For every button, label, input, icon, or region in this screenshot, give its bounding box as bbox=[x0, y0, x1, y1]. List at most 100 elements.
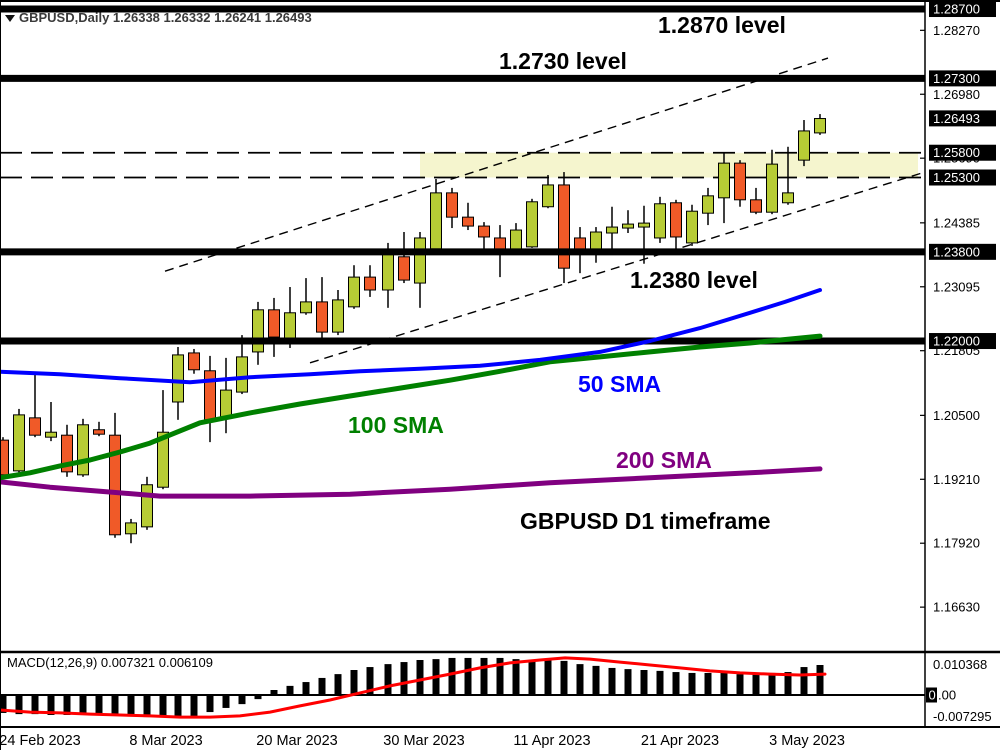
candle-bull bbox=[45, 431, 57, 438]
macd-histogram-bar bbox=[63, 695, 71, 715]
trendline[interactable] bbox=[309, 171, 926, 364]
candle-bull bbox=[414, 237, 426, 284]
macd-histogram-bar bbox=[576, 664, 584, 695]
macd-signal-line[interactable] bbox=[0, 656, 827, 719]
candle-bull bbox=[332, 299, 344, 333]
price-badge-label: 1.25800 bbox=[933, 145, 980, 160]
level-label-12870[interactable]: 1.2870 level bbox=[658, 12, 786, 38]
price-badge-label: 1.28700 bbox=[933, 2, 980, 17]
sma100-label[interactable]: 100 SMA bbox=[348, 412, 444, 438]
candle-bull bbox=[77, 424, 89, 476]
candle-bull bbox=[382, 251, 394, 291]
macd-histogram-bar bbox=[752, 672, 760, 695]
macd-histogram-bar bbox=[127, 695, 135, 716]
macd-zero-badge bbox=[926, 687, 937, 703]
triangle-down-icon bbox=[5, 14, 15, 22]
macd-histogram-bar bbox=[31, 695, 39, 715]
supply-zone-band[interactable] bbox=[420, 152, 918, 178]
candle-bull bbox=[718, 162, 730, 199]
macd-histogram-bar bbox=[302, 682, 310, 695]
macd-histogram-bar bbox=[464, 657, 472, 695]
macd-indicator-label: MACD(12,26,9) 0.007321 0.006109 bbox=[7, 655, 213, 670]
candle-bull bbox=[654, 203, 666, 239]
sma-line-50sma[interactable] bbox=[0, 288, 822, 385]
candle-bear bbox=[446, 192, 458, 218]
price-badge bbox=[929, 144, 996, 161]
candle-bear bbox=[364, 276, 376, 291]
price-badge-label: 1.25300 bbox=[933, 170, 980, 185]
candle-bull bbox=[766, 163, 778, 213]
level-label-12380[interactable]: 1.2380 level bbox=[630, 267, 758, 293]
macd-histogram-bar bbox=[416, 660, 424, 695]
price-badge-label: 1.26493 bbox=[933, 111, 980, 126]
macd-histogram-bar bbox=[95, 695, 103, 715]
candle-bull bbox=[526, 201, 538, 248]
candle-bear bbox=[316, 301, 328, 333]
candle-bull bbox=[220, 389, 232, 419]
macd-histogram-bar bbox=[528, 660, 536, 695]
price-tick-label: 1.16630 bbox=[933, 600, 980, 615]
macd-histogram-bar bbox=[672, 672, 680, 695]
sma-line-200sma[interactable] bbox=[0, 466, 823, 499]
price-badge bbox=[929, 169, 996, 186]
macd-histogram-bar bbox=[400, 662, 408, 695]
date-label: 3 May 2023 bbox=[769, 733, 845, 749]
candle-bull bbox=[141, 484, 153, 528]
macd-histogram-bar bbox=[688, 672, 696, 695]
candle-bull bbox=[606, 226, 618, 234]
price-badge bbox=[929, 110, 996, 127]
candle-bull bbox=[702, 195, 714, 214]
candle-bear bbox=[0, 439, 9, 476]
price-tick-label: 1.23095 bbox=[933, 279, 980, 294]
macd-histogram-bar bbox=[143, 695, 151, 718]
macd-histogram-bar bbox=[768, 672, 776, 695]
price-badge bbox=[929, 243, 996, 260]
price-tick-label: 1.24385 bbox=[933, 215, 980, 230]
date-label: 21 Apr 2023 bbox=[641, 733, 719, 749]
price-tick-label: 1.19210 bbox=[933, 472, 980, 487]
macd-histogram-bar bbox=[496, 657, 504, 695]
candle-bull bbox=[638, 222, 650, 228]
macd-histogram-bar bbox=[448, 657, 456, 695]
candle-bull bbox=[430, 192, 442, 250]
candle-bear bbox=[268, 309, 280, 338]
candle-bear bbox=[462, 216, 474, 227]
candle-bull bbox=[686, 210, 698, 244]
date-label: 8 Mar 2023 bbox=[129, 733, 202, 749]
macd-histogram-bar bbox=[592, 665, 600, 695]
price-badge-label: 1.22000 bbox=[933, 334, 980, 349]
sma50-label[interactable]: 50 SMA bbox=[578, 371, 662, 397]
macd-upper-label: 0.010368 bbox=[933, 657, 987, 672]
macd-histogram-bar bbox=[640, 670, 648, 695]
candle-bull bbox=[798, 130, 810, 161]
trendline[interactable] bbox=[164, 57, 829, 272]
macd-histogram-bar bbox=[736, 674, 744, 695]
candle-bear bbox=[93, 429, 105, 435]
date-label: 20 Mar 2023 bbox=[256, 733, 337, 749]
macd-histogram-bar bbox=[0, 695, 7, 713]
candle-bull bbox=[157, 431, 169, 488]
macd-histogram-bar bbox=[512, 659, 520, 695]
sma200-label[interactable]: 200 SMA bbox=[616, 447, 712, 473]
candle-bear bbox=[204, 370, 216, 421]
timeframe-annotation[interactable]: GBPUSD D1 timeframe bbox=[520, 508, 771, 534]
symbol-title: GBPUSD,Daily 1.26338 1.26332 1.26241 1.2… bbox=[19, 10, 312, 25]
sma-line-100sma[interactable] bbox=[0, 333, 823, 481]
candle-bull bbox=[300, 301, 312, 314]
macd-histogram-bar bbox=[800, 667, 808, 695]
macd-histogram-bar bbox=[79, 695, 87, 715]
price-tick-label: 1.20500 bbox=[933, 408, 980, 423]
macd-zero-badge-label: 0 bbox=[929, 688, 936, 703]
level-label-12730[interactable]: 1.2730 level bbox=[499, 48, 627, 74]
candle-bull bbox=[348, 276, 360, 308]
macd-histogram-bar bbox=[254, 695, 262, 700]
macd-lower-label: -0.007295 bbox=[933, 709, 992, 724]
price-badge bbox=[929, 70, 996, 87]
macd-histogram-bar bbox=[174, 695, 182, 718]
candle-bear bbox=[29, 417, 41, 436]
macd-histogram-bar bbox=[704, 672, 712, 695]
macd-histogram-bar bbox=[286, 685, 294, 695]
candle-bull bbox=[814, 118, 826, 134]
